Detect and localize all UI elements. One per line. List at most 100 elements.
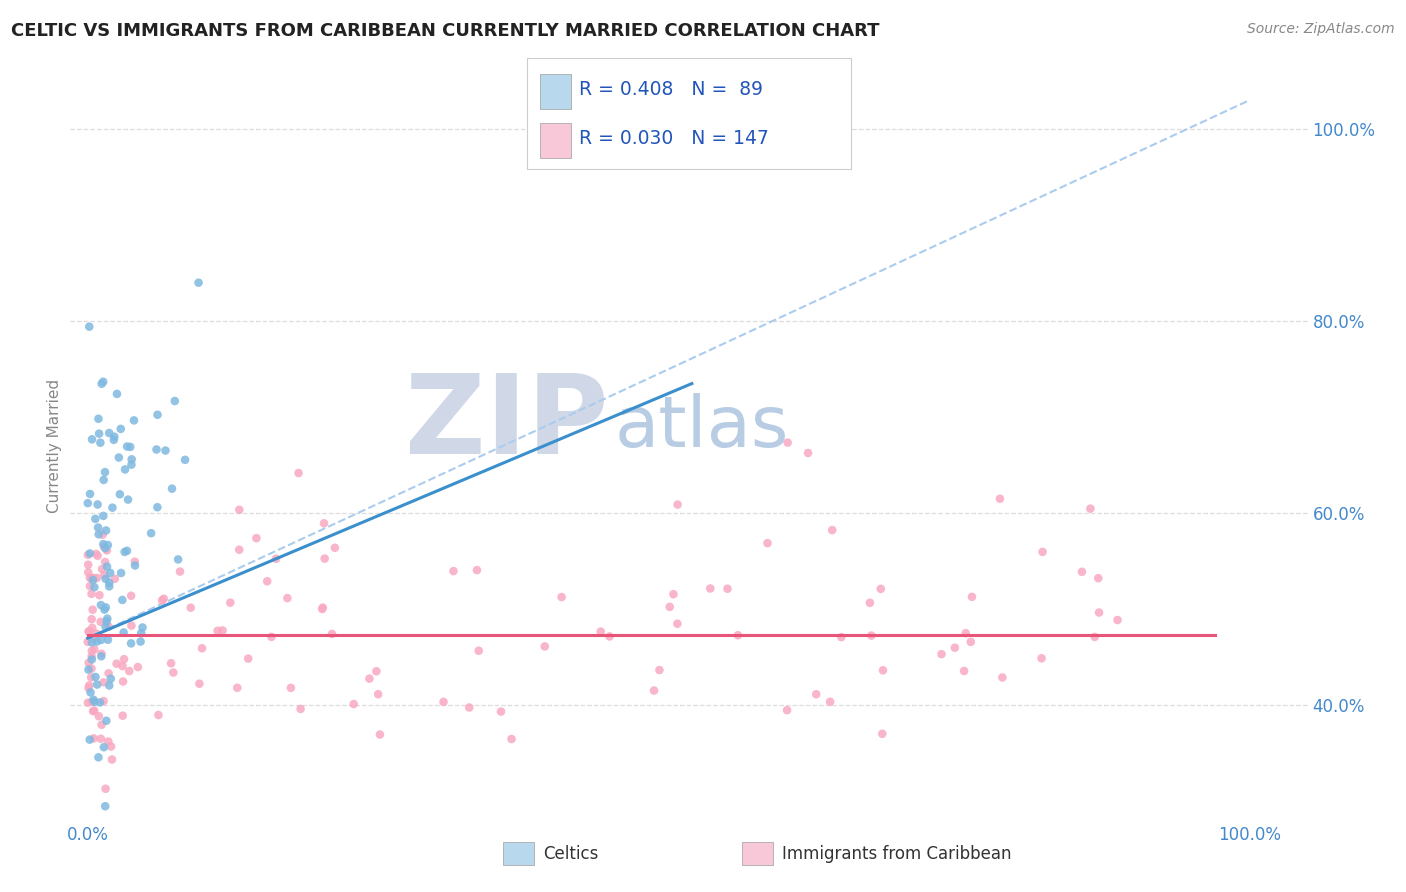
- Point: [368, 727, 391, 741]
- Point: [180, 600, 202, 615]
- Point: [86, 498, 108, 512]
- Point: [859, 596, 882, 610]
- Point: [150, 593, 173, 607]
- Point: [84, 670, 107, 684]
- Point: [93, 675, 115, 690]
- Point: [80, 571, 103, 585]
- Point: [152, 591, 174, 606]
- Point: [91, 375, 114, 389]
- Point: [716, 582, 738, 596]
- Point: [1107, 613, 1129, 627]
- Point: [1088, 606, 1111, 620]
- Point: [228, 542, 250, 557]
- Point: [550, 590, 572, 604]
- Point: [120, 618, 142, 632]
- Point: [343, 697, 366, 711]
- Point: [108, 450, 131, 465]
- Point: [991, 671, 1014, 685]
- Point: [489, 705, 512, 719]
- Point: [98, 575, 121, 590]
- Point: [219, 596, 242, 610]
- Point: [97, 619, 120, 633]
- Point: [1084, 630, 1107, 644]
- Point: [658, 599, 681, 614]
- Point: [87, 426, 110, 441]
- Point: [93, 602, 115, 616]
- Point: [1087, 571, 1109, 585]
- Point: [98, 579, 121, 593]
- Point: [167, 552, 190, 566]
- Point: [77, 663, 100, 677]
- Point: [84, 547, 107, 561]
- Point: [931, 647, 953, 661]
- Point: [83, 731, 105, 746]
- Point: [114, 545, 136, 559]
- Point: [77, 681, 100, 695]
- Point: [98, 566, 121, 580]
- Point: [77, 624, 100, 639]
- Point: [148, 708, 170, 723]
- Point: [124, 558, 146, 573]
- Point: [124, 555, 146, 569]
- Point: [467, 644, 489, 658]
- Point: [93, 740, 115, 755]
- Point: [94, 572, 117, 586]
- Point: [80, 649, 103, 664]
- Point: [666, 616, 689, 631]
- Point: [96, 559, 118, 574]
- Point: [91, 562, 114, 576]
- Point: [114, 462, 136, 476]
- Point: [101, 753, 124, 767]
- Point: [80, 644, 103, 658]
- Point: [90, 615, 112, 629]
- Point: [988, 491, 1011, 506]
- Point: [155, 443, 177, 458]
- Point: [90, 632, 112, 647]
- Point: [122, 413, 145, 427]
- Point: [105, 657, 128, 671]
- Point: [97, 632, 120, 647]
- Point: [112, 625, 135, 640]
- Point: [98, 425, 121, 440]
- Point: [83, 704, 105, 718]
- Point: [89, 695, 111, 709]
- Point: [79, 732, 101, 747]
- Point: [869, 582, 891, 596]
- Point: [80, 670, 103, 684]
- Point: [280, 681, 302, 695]
- Point: [129, 634, 152, 648]
- Point: [96, 714, 118, 728]
- Point: [87, 520, 110, 534]
- Point: [533, 640, 555, 654]
- Point: [82, 704, 104, 718]
- Point: [87, 411, 110, 425]
- Point: [323, 541, 346, 555]
- Point: [77, 656, 100, 670]
- Point: [98, 679, 121, 693]
- Point: [955, 626, 977, 640]
- Point: [105, 387, 128, 401]
- Point: [366, 665, 388, 679]
- Point: [121, 452, 143, 467]
- Point: [82, 603, 104, 617]
- Point: [960, 590, 983, 604]
- Point: [211, 624, 233, 638]
- Point: [458, 700, 481, 714]
- Point: [188, 676, 211, 690]
- Text: Source: ZipAtlas.com: Source: ZipAtlas.com: [1247, 22, 1395, 37]
- Point: [127, 660, 149, 674]
- Point: [94, 524, 117, 538]
- Point: [76, 496, 98, 510]
- Point: [112, 674, 135, 689]
- Point: [699, 582, 721, 596]
- Text: R = 0.030   N = 147: R = 0.030 N = 147: [579, 129, 769, 148]
- Point: [160, 657, 183, 671]
- Point: [77, 678, 100, 692]
- Point: [260, 630, 283, 644]
- Point: [79, 685, 101, 699]
- Point: [83, 631, 105, 645]
- Point: [93, 540, 115, 554]
- Point: [94, 465, 117, 479]
- Point: [91, 537, 114, 551]
- Point: [129, 626, 152, 640]
